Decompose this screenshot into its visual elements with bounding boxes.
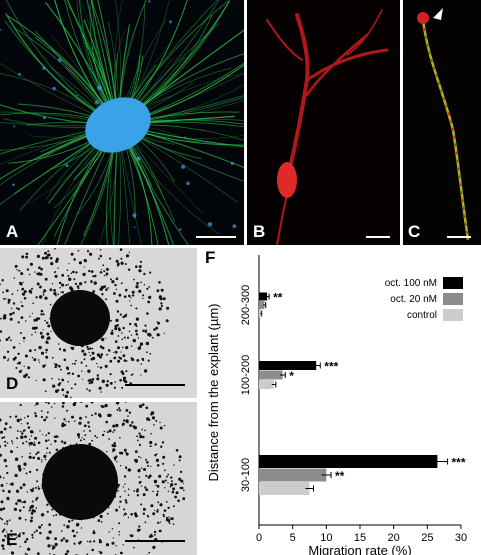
explant-cells-illustration-d (0, 248, 170, 398)
bar (259, 468, 327, 482)
panel-e-explant-migration-image: E (0, 402, 197, 555)
bar (259, 292, 268, 301)
legend-swatch (443, 293, 463, 305)
x-tick-label: 25 (421, 532, 433, 544)
scale-bar-b (366, 236, 390, 238)
explant-body (42, 444, 118, 520)
category-label: 30-100 (240, 458, 252, 492)
significance-mark: ** (335, 469, 345, 483)
category-label: 200-300 (240, 285, 252, 325)
panel-label-a: A (6, 222, 19, 241)
legend-label: oct. 20 nM (390, 294, 437, 305)
bar (259, 380, 274, 389)
y-axis-label: Distance from the explant (µm) (206, 304, 221, 482)
x-tick-label: 0 (256, 532, 262, 544)
neuron-illustration (266, 9, 389, 245)
panel-label-c: C (408, 222, 421, 241)
legend-swatch (443, 309, 463, 321)
panel-d-explant-migration-image: D (0, 248, 197, 398)
explant-neurites-illustration (0, 0, 244, 245)
panel-a-explant-image: A (0, 0, 244, 245)
explant-body (85, 97, 151, 153)
category-label: 100-200 (240, 355, 252, 395)
scale-bar-c (447, 236, 471, 238)
scale-bar-d (125, 384, 185, 386)
arrowhead-icon (433, 8, 443, 20)
explant-cells-illustration-e (0, 402, 186, 555)
legend-swatch (443, 277, 463, 289)
significance-mark: *** (324, 360, 338, 374)
x-tick-label: 30 (455, 532, 467, 544)
panel-label-f: F (205, 248, 216, 267)
x-tick-label: 15 (354, 532, 366, 544)
x-tick-label: 10 (320, 532, 332, 544)
legend-label: control (407, 310, 437, 321)
migration-rate-chart: 0 5 10 15 20 25 30 Migration rate (%) Distance f… (206, 255, 467, 555)
panel-label-d: D (6, 374, 19, 393)
bar (259, 361, 317, 370)
panel-b-neuron-image: B (247, 0, 400, 245)
x-tick-label: 20 (388, 532, 400, 544)
bar (259, 301, 265, 309)
axon-illustration (417, 8, 470, 241)
significance-mark: *** (452, 456, 466, 470)
panel-label-b: B (253, 222, 266, 241)
bar (259, 309, 261, 318)
significance-mark: * (289, 369, 294, 383)
panel-label-e: E (6, 530, 18, 549)
bar (259, 455, 438, 468)
significance-mark: ** (273, 291, 283, 305)
migrating-cells (0, 402, 186, 555)
explant-body (50, 290, 110, 346)
x-axis-label: Migration rate (%) (308, 543, 411, 555)
scale-bar-e (125, 540, 185, 542)
x-tick-label: 5 (290, 532, 296, 544)
bar (259, 482, 310, 495)
legend-label: oct. 100 nM (385, 278, 437, 289)
bar (259, 370, 283, 380)
panel-c-axon-image: C (403, 0, 481, 245)
scale-bar-a (196, 236, 236, 238)
